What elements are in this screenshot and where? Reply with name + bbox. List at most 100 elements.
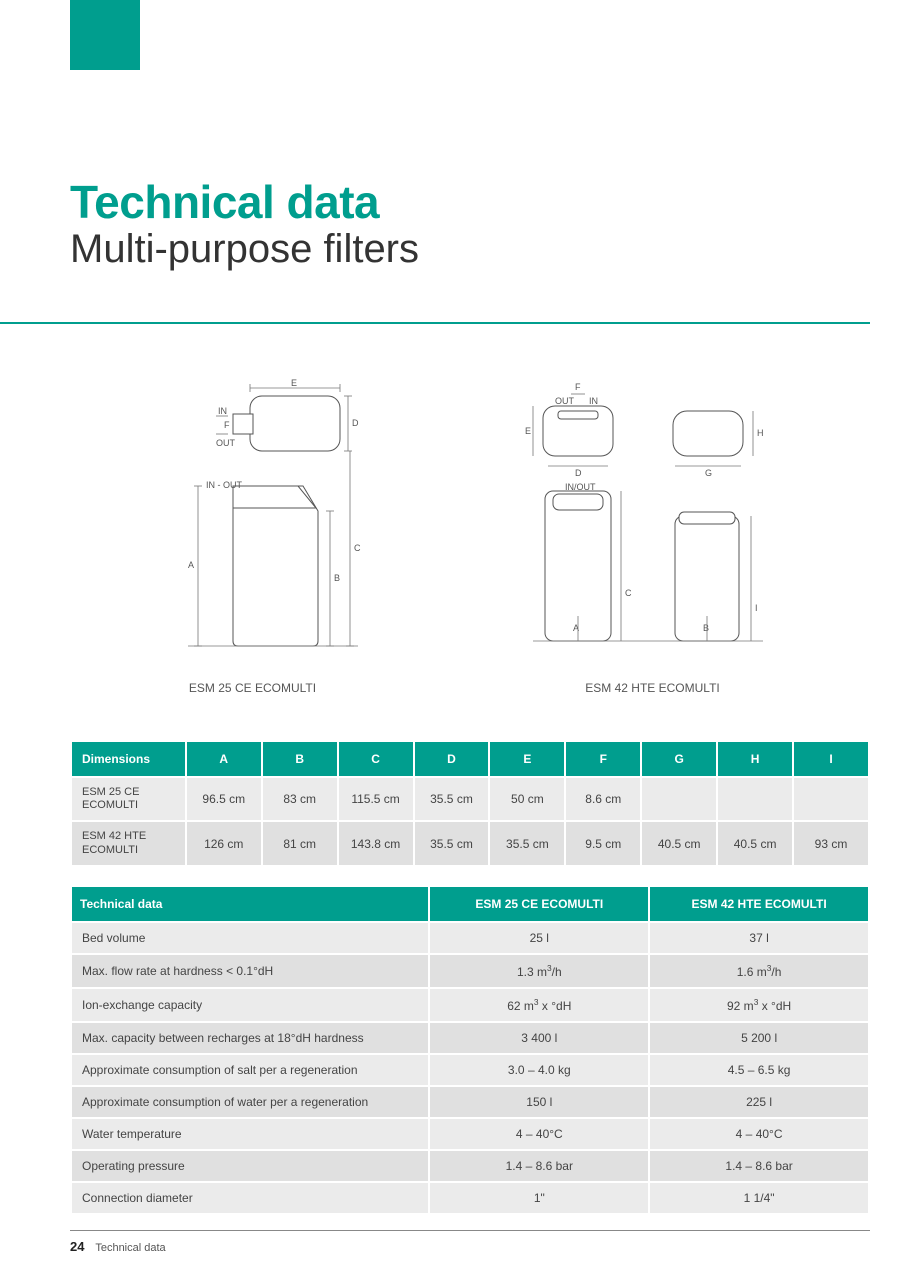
tech-cell: 1.4 – 8.6 bar [650, 1151, 868, 1181]
svg-text:B: B [703, 623, 709, 633]
dim-cell: 126 cm [187, 822, 261, 864]
svg-text:E: E [291, 378, 297, 388]
dim-header-cell: Dimensions [72, 742, 185, 776]
tech-cell: 4.5 – 6.5 kg [650, 1055, 868, 1085]
title-block: Technical data Multi-purpose filters [70, 175, 870, 272]
tech-cell: 3.0 – 4.0 kg [430, 1055, 648, 1085]
table-row: Bed volume25 l37 l [72, 923, 868, 953]
tech-row-label: Approximate consumption of salt per a re… [72, 1055, 428, 1085]
table-row: Ion-exchange capacity62 m3 x °dH92 m3 x … [72, 989, 868, 1021]
dim-cell: 143.8 cm [339, 822, 413, 864]
svg-text:IN/OUT: IN/OUT [565, 482, 596, 492]
svg-text:D: D [575, 468, 582, 478]
diagram-right-caption: ESM 42 HTE ECOMULTI [503, 681, 803, 695]
dim-cell: 8.6 cm [566, 778, 640, 820]
svg-text:A: A [188, 560, 194, 570]
tech-header-cell: Technical data [72, 887, 428, 921]
tech-row-label: Max. capacity between recharges at 18°dH… [72, 1023, 428, 1053]
table-row: Approximate consumption of water per a r… [72, 1087, 868, 1117]
dim-cell: 35.5 cm [415, 822, 489, 864]
dim-cell: 40.5 cm [642, 822, 716, 864]
dim-cell [718, 778, 792, 820]
table-row: Water temperature4 – 40°C4 – 40°C [72, 1119, 868, 1149]
tech-cell: 37 l [650, 923, 868, 953]
dim-header-cell: A [187, 742, 261, 776]
dim-header-cell: I [794, 742, 868, 776]
page-subtitle: Multi-purpose filters [70, 227, 870, 272]
tech-cell: 1 1/4" [650, 1183, 868, 1213]
page-title: Technical data [70, 175, 870, 229]
tech-cell: 1.3 m3/h [430, 955, 648, 987]
tech-cell: 4 – 40°C [430, 1119, 648, 1149]
tech-row-label: Operating pressure [72, 1151, 428, 1181]
tech-row-label: Water temperature [72, 1119, 428, 1149]
tech-cell: 3 400 l [430, 1023, 648, 1053]
svg-text:IN: IN [589, 396, 598, 406]
dim-cell: 81 cm [263, 822, 337, 864]
dim-cell: 93 cm [794, 822, 868, 864]
diagram-left-caption: ESM 25 CE ECOMULTI [138, 681, 368, 695]
svg-text:OUT: OUT [555, 396, 575, 406]
table-row: ESM 42 HTEECOMULTI126 cm81 cm143.8 cm35.… [72, 822, 868, 864]
horizontal-rule [0, 322, 870, 324]
dim-header-cell: C [339, 742, 413, 776]
dim-cell: 9.5 cm [566, 822, 640, 864]
dim-header-cell: G [642, 742, 716, 776]
tech-cell: 1.6 m3/h [650, 955, 868, 987]
diagram-row: IN OUT F E D IN - OUT A B [70, 365, 870, 695]
svg-text:I: I [755, 603, 758, 613]
tech-header-cell: ESM 42 HTE ECOMULTI [650, 887, 868, 921]
svg-text:IN - OUT: IN - OUT [206, 480, 242, 490]
tech-cell: 92 m3 x °dH [650, 989, 868, 1021]
footer-section: Technical data [95, 1242, 165, 1254]
footer-text: 24 Technical data [70, 1239, 870, 1254]
dim-cell: 83 cm [263, 778, 337, 820]
dim-header-cell: E [490, 742, 564, 776]
dim-row-label: ESM 25 CEECOMULTI [72, 778, 185, 820]
dim-cell: 96.5 cm [187, 778, 261, 820]
dim-cell [642, 778, 716, 820]
tech-cell: 1.4 – 8.6 bar [430, 1151, 648, 1181]
tech-cell: 25 l [430, 923, 648, 953]
technical-data-table: Technical dataESM 25 CE ECOMULTIESM 42 H… [70, 885, 870, 1215]
dim-row-label: ESM 42 HTEECOMULTI [72, 822, 185, 864]
svg-text:D: D [352, 418, 359, 428]
svg-text:B: B [334, 573, 340, 583]
tech-row-label: Connection diameter [72, 1183, 428, 1213]
table-row: ESM 25 CEECOMULTI96.5 cm83 cm115.5 cm35.… [72, 778, 868, 820]
svg-text:C: C [354, 543, 361, 553]
page-footer: 24 Technical data [70, 1230, 870, 1254]
tables-block: DimensionsABCDEFGHI ESM 25 CEECOMULTI96.… [70, 740, 870, 1215]
tech-cell: 5 200 l [650, 1023, 868, 1053]
svg-text:H: H [757, 428, 764, 438]
tech-row-label: Approximate consumption of water per a r… [72, 1087, 428, 1117]
dim-cell: 40.5 cm [718, 822, 792, 864]
page-number: 24 [70, 1239, 84, 1254]
svg-text:OUT: OUT [216, 438, 236, 448]
dim-cell: 35.5 cm [415, 778, 489, 820]
dim-header-cell: F [566, 742, 640, 776]
diagram-esm25-icon: IN OUT F E D IN - OUT A B [138, 376, 368, 666]
tech-cell: 1" [430, 1183, 648, 1213]
dim-header-cell: B [263, 742, 337, 776]
corner-accent [70, 0, 140, 70]
dim-cell: 115.5 cm [339, 778, 413, 820]
dim-cell: 35.5 cm [490, 822, 564, 864]
svg-text:G: G [705, 468, 712, 478]
svg-text:F: F [224, 420, 230, 430]
dim-header-cell: H [718, 742, 792, 776]
diagram-right: E D F OUTIN H G IN/OUT C A I B ESM 42 HT… [503, 376, 803, 695]
table-row: Max. capacity between recharges at 18°dH… [72, 1023, 868, 1053]
tech-row-label: Ion-exchange capacity [72, 989, 428, 1021]
tech-header-cell: ESM 25 CE ECOMULTI [430, 887, 648, 921]
tech-row-label: Bed volume [72, 923, 428, 953]
tech-row-label: Max. flow rate at hardness < 0.1°dH [72, 955, 428, 987]
tech-cell: 225 l [650, 1087, 868, 1117]
diagram-esm42-icon: E D F OUTIN H G IN/OUT C A I B [503, 376, 803, 666]
svg-text:F: F [575, 382, 581, 392]
table-row: Max. flow rate at hardness < 0.1°dH1.3 m… [72, 955, 868, 987]
footer-rule [70, 1230, 870, 1231]
tech-cell: 4 – 40°C [650, 1119, 868, 1149]
dimensions-table: DimensionsABCDEFGHI ESM 25 CEECOMULTI96.… [70, 740, 870, 867]
dim-cell: 50 cm [490, 778, 564, 820]
